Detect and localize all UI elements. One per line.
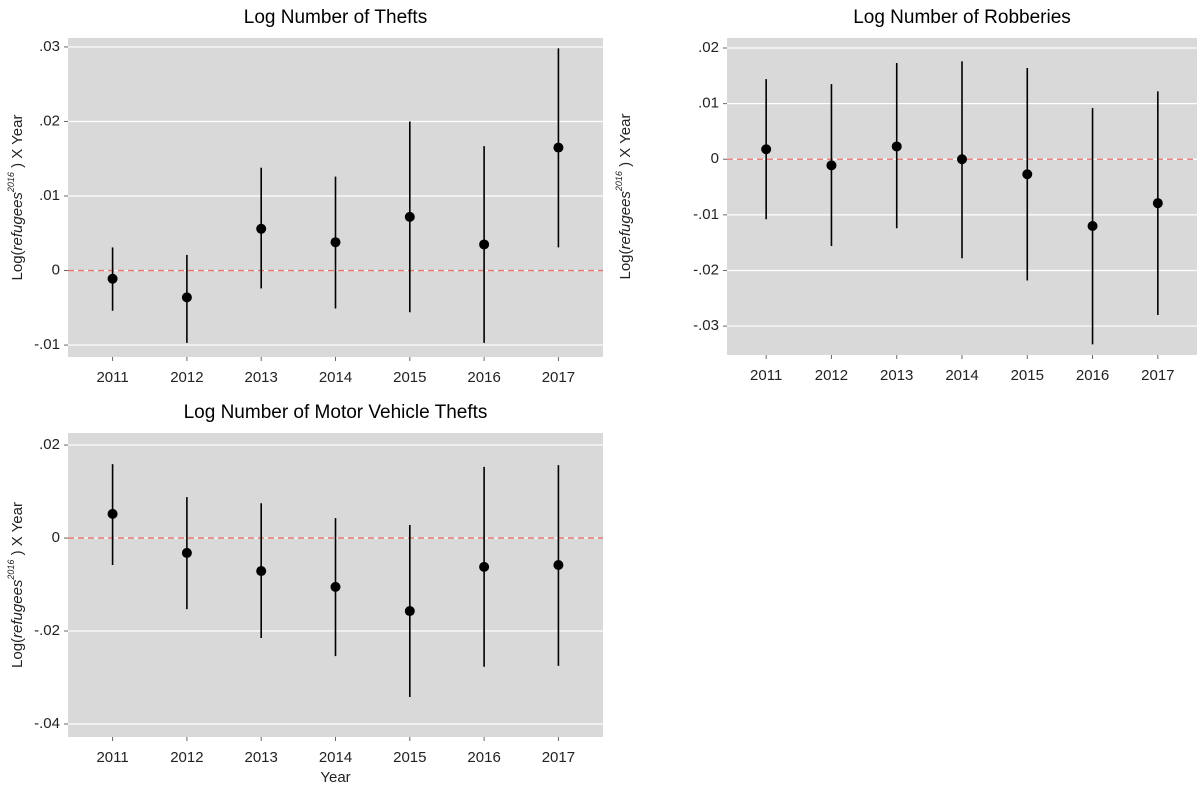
point-estimate bbox=[479, 239, 490, 250]
y-axis-label: Log(refugees2016 ) X Year bbox=[6, 115, 26, 281]
y-tick-label: .01 bbox=[39, 187, 60, 204]
y-tick-label: .03 bbox=[39, 38, 60, 55]
y-tick-label: -.02 bbox=[693, 261, 719, 278]
point-estimate bbox=[1152, 198, 1163, 209]
x-tick-label: 2015 bbox=[393, 369, 426, 386]
y-label-prefix: Log( bbox=[617, 249, 634, 279]
y-axis-label: Log(refugees2016 ) X Year bbox=[614, 114, 634, 280]
x-tick-label: 2011 bbox=[750, 367, 782, 384]
y-label-suffix: ) X Year bbox=[9, 115, 26, 173]
y-tick-label: -.02 bbox=[34, 622, 60, 639]
point-estimate bbox=[479, 561, 490, 572]
panel-title: Log Number of Motor Vehicle Thefts bbox=[184, 402, 488, 423]
x-tick-label: 2016 bbox=[467, 369, 500, 386]
y-label-suffix: ) X Year bbox=[9, 502, 26, 560]
y-label-variable: refugees bbox=[617, 191, 634, 250]
x-tick-label: 2014 bbox=[945, 367, 978, 384]
point-estimate bbox=[957, 154, 967, 165]
y-label-superscript: 2016 bbox=[6, 172, 16, 193]
point-estimate bbox=[404, 606, 415, 617]
x-tick-label: 2013 bbox=[245, 749, 278, 766]
x-tick-label: 2013 bbox=[245, 369, 278, 386]
y-label-variable: refugees bbox=[9, 579, 26, 638]
point-estimate bbox=[107, 508, 118, 519]
panel-title: Log Number of Thefts bbox=[244, 7, 427, 28]
point-estimate bbox=[826, 160, 837, 171]
y-tick-label: 0 bbox=[52, 262, 60, 279]
y-label-prefix: Log( bbox=[9, 250, 26, 280]
y-tick-label: .02 bbox=[39, 112, 60, 129]
y-tick-label: -.01 bbox=[34, 336, 60, 353]
y-tick-label: .02 bbox=[39, 436, 60, 453]
y-tick-label: .02 bbox=[698, 39, 719, 56]
point-estimate bbox=[1022, 169, 1033, 180]
y-tick-label: 0 bbox=[711, 150, 719, 167]
x-tick-label: 2014 bbox=[319, 749, 352, 766]
point-estimate bbox=[330, 581, 341, 592]
x-tick-label: 2013 bbox=[880, 367, 913, 384]
point-estimate bbox=[404, 211, 415, 222]
point-estimate bbox=[891, 141, 902, 152]
x-tick-label: 2012 bbox=[170, 369, 203, 386]
point-estimate bbox=[181, 292, 192, 303]
x-tick-label: 2015 bbox=[1011, 367, 1044, 384]
y-axis-label: Log(refugees2016 ) X Year bbox=[6, 502, 26, 668]
x-axis-label: Year bbox=[320, 769, 350, 786]
y-tick-label: .01 bbox=[698, 95, 719, 112]
x-tick-label: 2017 bbox=[542, 369, 575, 386]
point-estimate bbox=[761, 144, 772, 155]
y-tick-label: -.03 bbox=[693, 317, 719, 334]
point-estimate bbox=[107, 273, 118, 284]
y-label-prefix: Log( bbox=[9, 638, 26, 668]
point-estimate bbox=[256, 566, 267, 577]
x-tick-label: 2015 bbox=[393, 749, 426, 766]
y-tick-label: -.01 bbox=[693, 206, 719, 223]
x-tick-label: 2011 bbox=[96, 369, 128, 386]
y-label-superscript: 2016 bbox=[6, 560, 16, 581]
x-tick-label: 2017 bbox=[1141, 367, 1174, 384]
x-tick-label: 2011 bbox=[96, 749, 128, 766]
x-tick-label: 2017 bbox=[542, 749, 575, 766]
point-estimate bbox=[1087, 220, 1098, 231]
panel-title: Log Number of Robberies bbox=[853, 7, 1071, 28]
y-label-superscript: 2016 bbox=[614, 171, 624, 192]
y-label-suffix: ) X Year bbox=[617, 114, 634, 172]
point-estimate bbox=[553, 560, 564, 571]
y-tick-label: 0 bbox=[52, 529, 60, 546]
x-tick-label: 2016 bbox=[1076, 367, 1109, 384]
y-label-variable: refugees bbox=[9, 192, 26, 251]
x-tick-label: 2012 bbox=[170, 749, 203, 766]
y-tick-label: -.04 bbox=[34, 715, 60, 732]
point-estimate bbox=[330, 237, 341, 248]
point-estimate bbox=[256, 223, 267, 234]
point-estimate bbox=[181, 547, 192, 558]
x-tick-label: 2012 bbox=[815, 367, 848, 384]
x-tick-label: 2014 bbox=[319, 369, 352, 386]
x-tick-label: 2016 bbox=[467, 749, 500, 766]
point-estimate bbox=[553, 142, 564, 153]
